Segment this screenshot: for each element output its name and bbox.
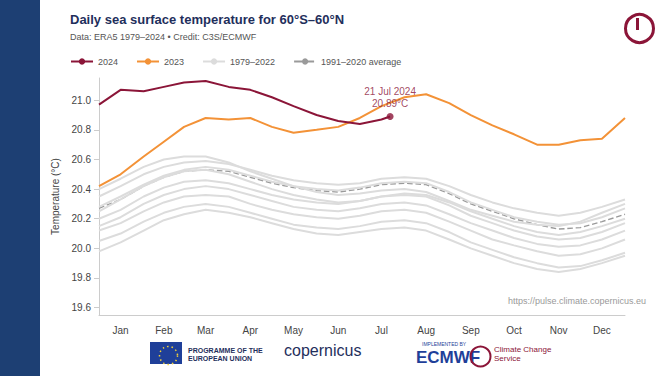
svg-text:21 Jul 2024: 21 Jul 2024: [364, 86, 416, 97]
svg-text:Jun: Jun: [330, 325, 346, 336]
svg-text:Oct: Oct: [506, 325, 522, 336]
svg-text:copernicus: copernicus: [284, 342, 361, 359]
svg-text:Climate Change: Climate Change: [494, 345, 554, 354]
svg-text:https://pulse.climate.copernic: https://pulse.climate.copernicus.eu: [508, 296, 646, 306]
svg-text:Temperature (°C): Temperature (°C): [50, 158, 61, 235]
svg-text:Sep: Sep: [462, 325, 480, 336]
svg-text:EUROPEAN UNION: EUROPEAN UNION: [188, 355, 252, 362]
svg-text:ECMWF: ECMWF: [416, 348, 481, 367]
svg-text:20.8: 20.8: [72, 124, 92, 135]
svg-text:Nov: Nov: [550, 325, 568, 336]
svg-text:Dec: Dec: [593, 325, 611, 336]
svg-text:2024: 2024: [98, 57, 118, 67]
svg-text:1991–2020 average: 1991–2020 average: [321, 57, 401, 67]
svg-text:20.0: 20.0: [72, 243, 92, 254]
svg-text:20.89°C: 20.89°C: [372, 98, 408, 109]
svg-text:PROGRAMME OF THE: PROGRAMME OF THE: [188, 347, 265, 354]
svg-text:2023: 2023: [164, 57, 184, 67]
svg-text:Feb: Feb: [155, 325, 173, 336]
svg-text:Aug: Aug: [417, 325, 435, 336]
svg-text:Jan: Jan: [113, 325, 129, 336]
svg-text:Service: Service: [494, 354, 521, 363]
svg-text:20.2: 20.2: [72, 213, 92, 224]
svg-text:IMPLEMENTED BY: IMPLEMENTED BY: [422, 341, 467, 347]
svg-text:Mar: Mar: [197, 325, 215, 336]
svg-text:20.4: 20.4: [72, 184, 92, 195]
svg-text:20.6: 20.6: [72, 154, 92, 165]
svg-text:1979–2022: 1979–2022: [230, 57, 275, 67]
svg-text:Daily sea surface temperature: Daily sea surface temperature for 60°S–6…: [70, 12, 344, 27]
svg-text:May: May: [284, 325, 303, 336]
svg-text:Apr: Apr: [243, 325, 259, 336]
svg-text:Data: ERA5 1979–2024 • Credit:: Data: ERA5 1979–2024 • Credit: C3S/ECMWF: [70, 32, 257, 42]
svg-text:21.0: 21.0: [72, 95, 92, 106]
svg-text:19.6: 19.6: [72, 302, 92, 313]
svg-text:19.8: 19.8: [72, 272, 92, 283]
svg-text:Jul: Jul: [375, 325, 388, 336]
